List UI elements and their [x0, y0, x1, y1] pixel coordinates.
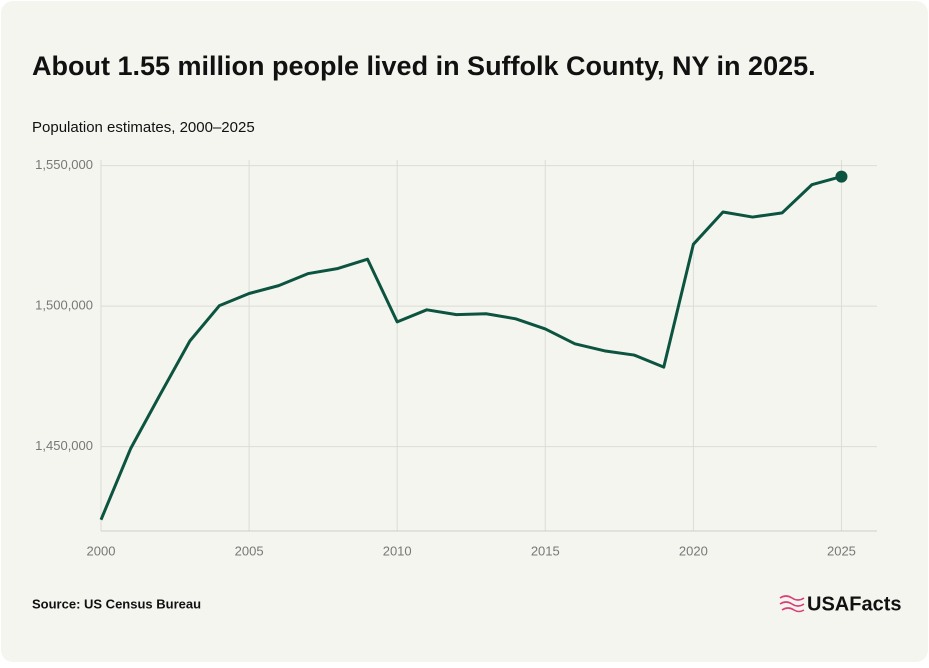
brand: USAFacts	[807, 593, 901, 615]
line	[99, 175, 842, 521]
chart-subtitle: Population estimates, 2000–2025	[32, 119, 255, 136]
source: Source: US Census Bureau	[32, 596, 201, 611]
x-tick-label: 2010	[383, 543, 412, 558]
y-tick-label: 1,500,000	[35, 298, 93, 313]
y-tick-label: 1,550,000	[35, 157, 93, 172]
x-tick-label: 2025	[827, 543, 856, 558]
x-tick-label: 2005	[235, 543, 264, 558]
x-tick-label: 2015	[531, 543, 560, 558]
chart-title: About 1.55 million people lived in Suffo…	[32, 51, 816, 81]
x-tick-label: 2020	[679, 543, 708, 558]
logo-icon	[779, 595, 805, 613]
y-tick-label: 1,450,000	[35, 438, 93, 453]
x-tick-label: 2000	[87, 543, 116, 558]
end-point	[835, 170, 848, 183]
